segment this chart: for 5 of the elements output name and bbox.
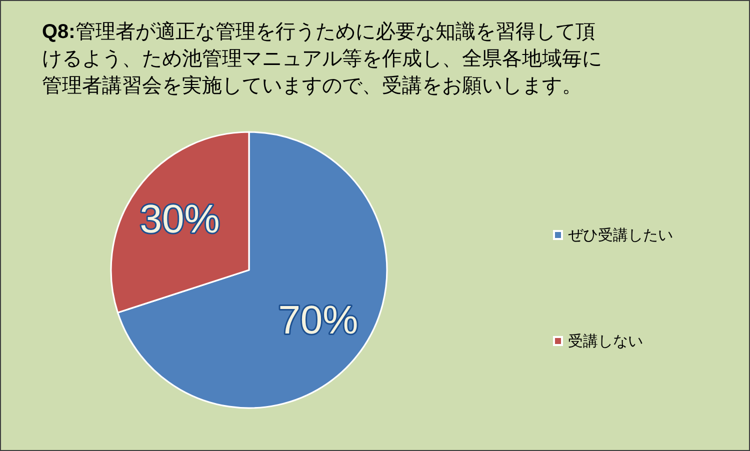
chart-title: Q8:管理者が適正な管理を行うために必要な知識を習得して頂けるよう、ため池管理マニュアル等を作成し、全県各地域毎に管理者講習会を実施していますので、受講をお願いします。 bbox=[42, 21, 602, 97]
data-label: 30% bbox=[140, 198, 220, 242]
data-label: 70% bbox=[278, 298, 358, 342]
legend-label: 受講しない bbox=[568, 332, 643, 350]
legend-label: ぜひ受講したい bbox=[568, 226, 673, 244]
